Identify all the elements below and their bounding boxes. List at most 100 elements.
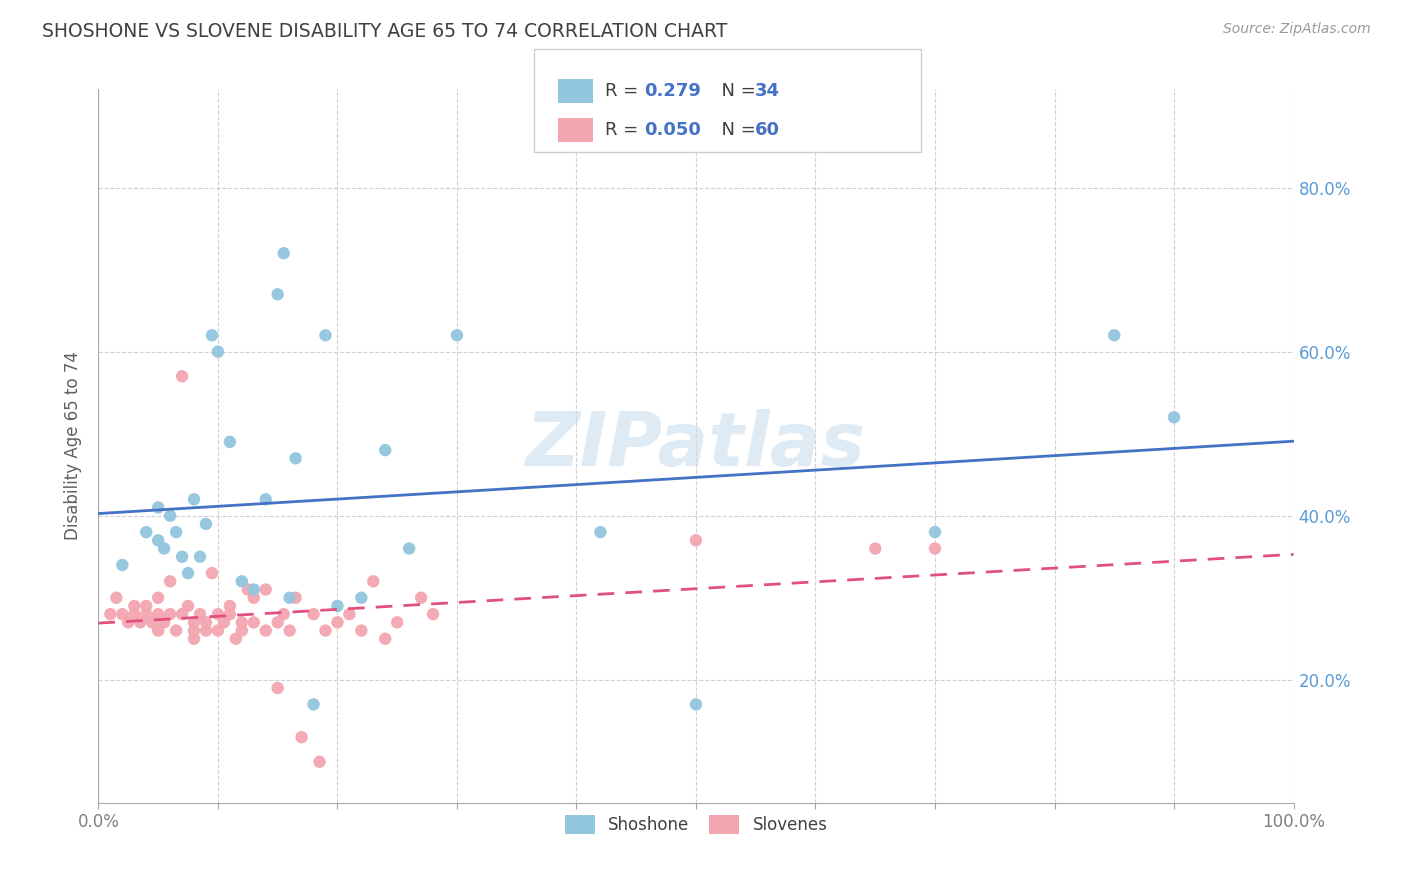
Point — [339, 607, 361, 622]
Point — [207, 607, 229, 622]
Point — [350, 624, 373, 638]
Point — [308, 755, 330, 769]
Point — [685, 698, 707, 712]
Point — [236, 582, 259, 597]
Point — [243, 615, 266, 630]
Point — [924, 525, 946, 540]
Point — [207, 624, 229, 638]
Point — [141, 615, 163, 630]
Point — [254, 492, 277, 507]
Point — [374, 632, 396, 646]
Point — [165, 525, 187, 540]
Point — [273, 607, 295, 622]
Point — [129, 615, 152, 630]
Text: N =: N = — [710, 82, 762, 100]
Point — [284, 451, 307, 466]
Point — [111, 607, 134, 622]
Text: N =: N = — [710, 121, 762, 139]
Point — [153, 615, 176, 630]
Point — [135, 525, 157, 540]
Point — [219, 599, 242, 613]
Point — [124, 599, 146, 613]
Point — [278, 624, 301, 638]
Point — [219, 607, 242, 622]
Point — [273, 246, 295, 260]
Point — [207, 344, 229, 359]
Point — [159, 607, 181, 622]
Point — [135, 599, 157, 613]
Point — [243, 582, 266, 597]
Text: ZIPatlas: ZIPatlas — [526, 409, 866, 483]
Text: Source: ZipAtlas.com: Source: ZipAtlas.com — [1223, 22, 1371, 37]
Text: 60: 60 — [755, 121, 780, 139]
Point — [1104, 328, 1126, 343]
Point — [172, 607, 194, 622]
Point — [177, 566, 200, 581]
Point — [589, 525, 612, 540]
Text: 0.050: 0.050 — [644, 121, 700, 139]
Point — [231, 574, 253, 589]
Point — [924, 541, 946, 556]
Point — [183, 492, 205, 507]
Point — [148, 533, 170, 548]
Text: SHOSHONE VS SLOVENE DISABILITY AGE 65 TO 74 CORRELATION CHART: SHOSHONE VS SLOVENE DISABILITY AGE 65 TO… — [42, 22, 727, 41]
Point — [302, 607, 325, 622]
Point — [148, 500, 170, 515]
Point — [302, 698, 325, 712]
Point — [446, 328, 468, 343]
Point — [291, 730, 314, 744]
Point — [172, 369, 194, 384]
Point — [315, 624, 337, 638]
Point — [177, 599, 200, 613]
Point — [685, 533, 707, 548]
Point — [195, 624, 218, 638]
Point — [188, 549, 211, 564]
Point — [188, 607, 211, 622]
Point — [165, 624, 187, 638]
Point — [267, 681, 290, 695]
Point — [195, 516, 218, 531]
Point — [411, 591, 433, 605]
Text: 0.279: 0.279 — [644, 82, 700, 100]
Point — [195, 615, 218, 630]
Point — [98, 607, 122, 622]
Point — [183, 624, 205, 638]
Y-axis label: Disability Age 65 to 74: Disability Age 65 to 74 — [63, 351, 82, 541]
Point — [243, 591, 266, 605]
Point — [374, 443, 396, 458]
Point — [172, 549, 194, 564]
Point — [267, 287, 290, 301]
Point — [117, 615, 139, 630]
Point — [315, 328, 337, 343]
Point — [284, 591, 307, 605]
Point — [225, 632, 247, 646]
Point — [254, 624, 277, 638]
Text: R =: R = — [605, 82, 644, 100]
Point — [326, 599, 349, 613]
Point — [363, 574, 385, 589]
Point — [385, 615, 409, 630]
Point — [148, 607, 170, 622]
Point — [159, 508, 181, 523]
Point — [148, 591, 170, 605]
Point — [124, 607, 146, 622]
Point — [231, 615, 253, 630]
Point — [398, 541, 420, 556]
Point — [105, 591, 128, 605]
Point — [183, 632, 205, 646]
Point — [231, 624, 253, 638]
Point — [159, 574, 181, 589]
Point — [135, 607, 157, 622]
Text: R =: R = — [605, 121, 644, 139]
Point — [254, 582, 277, 597]
Point — [219, 434, 242, 449]
Point — [201, 566, 224, 581]
Point — [153, 541, 176, 556]
Point — [267, 615, 290, 630]
Point — [326, 615, 349, 630]
Point — [111, 558, 134, 572]
Point — [278, 591, 301, 605]
Point — [212, 615, 235, 630]
Point — [1163, 410, 1185, 425]
Legend: Shoshone, Slovenes: Shoshone, Slovenes — [558, 808, 834, 841]
